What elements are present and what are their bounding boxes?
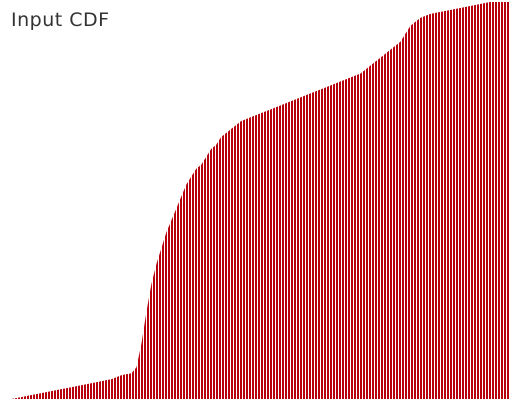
cdf-series-area-2 bbox=[12, 319, 510, 399]
chart-title: Input CDF bbox=[11, 9, 110, 31]
cdf-areas bbox=[12, 2, 510, 399]
